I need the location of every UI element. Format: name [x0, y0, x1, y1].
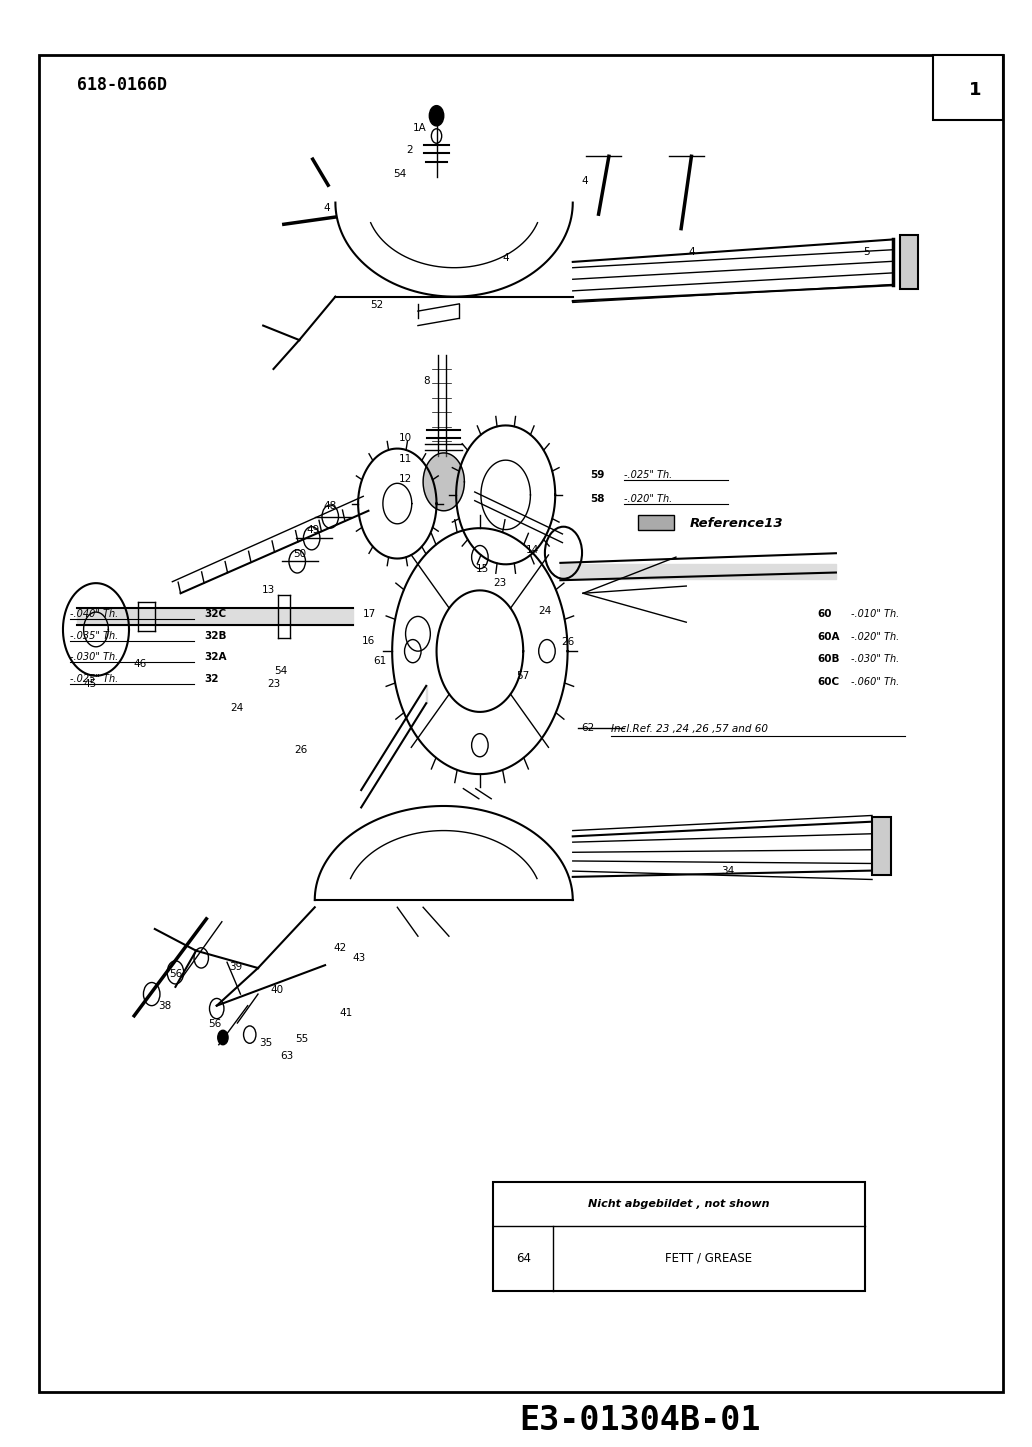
Text: 32B: 32B — [204, 631, 227, 641]
Text: -.020" Th.: -.020" Th. — [624, 495, 673, 504]
Text: 1: 1 — [969, 81, 981, 98]
Text: 56: 56 — [169, 969, 182, 978]
Text: 5: 5 — [864, 247, 870, 256]
Text: 4: 4 — [503, 253, 509, 262]
Bar — [872, 818, 891, 875]
Text: 16: 16 — [362, 637, 375, 645]
Text: 26: 26 — [561, 638, 574, 647]
Text: 48: 48 — [324, 502, 336, 511]
Text: 60: 60 — [817, 609, 832, 619]
Text: 8: 8 — [423, 376, 429, 385]
Text: 60A: 60A — [817, 632, 840, 641]
Text: 618-0166D: 618-0166D — [77, 75, 167, 94]
Bar — [900, 234, 918, 289]
Text: 32A: 32A — [204, 653, 227, 661]
Bar — [933, 55, 1003, 120]
Text: 55: 55 — [295, 1035, 308, 1043]
Bar — [638, 515, 674, 530]
Text: -.030" Th.: -.030" Th. — [851, 654, 900, 664]
Text: 49: 49 — [307, 525, 319, 534]
Text: 58: 58 — [590, 495, 605, 504]
Text: -.025" Th.: -.025" Th. — [70, 674, 119, 683]
Text: -.030" Th.: -.030" Th. — [70, 653, 119, 661]
Text: 56: 56 — [208, 1020, 221, 1029]
Text: 42: 42 — [334, 943, 347, 952]
Text: 23: 23 — [493, 579, 506, 587]
Text: 64: 64 — [516, 1252, 530, 1265]
Text: 34: 34 — [721, 867, 734, 875]
Text: 4: 4 — [688, 247, 695, 256]
Text: 52: 52 — [370, 301, 383, 310]
Text: FETT / GREASE: FETT / GREASE — [666, 1252, 752, 1265]
Text: 24: 24 — [231, 703, 244, 712]
Bar — [493, 1182, 865, 1291]
Text: 10: 10 — [399, 434, 412, 443]
Text: 2: 2 — [407, 146, 413, 155]
Text: 26: 26 — [295, 745, 308, 754]
Text: 38: 38 — [159, 1001, 171, 1010]
Text: 14: 14 — [526, 546, 539, 554]
Text: 39: 39 — [229, 962, 241, 971]
Text: E3-01304B-01: E3-01304B-01 — [519, 1405, 761, 1437]
Circle shape — [429, 106, 444, 126]
Text: 54: 54 — [393, 169, 406, 178]
Text: Reference13: Reference13 — [689, 518, 783, 530]
Text: 60C: 60C — [817, 677, 839, 686]
Text: 24: 24 — [539, 606, 551, 615]
Text: -.025" Th.: -.025" Th. — [624, 470, 673, 479]
Text: 17: 17 — [363, 609, 376, 618]
Text: 40: 40 — [270, 985, 283, 994]
Text: -.010" Th.: -.010" Th. — [851, 609, 900, 619]
Text: -.035" Th.: -.035" Th. — [70, 631, 119, 641]
Text: 50: 50 — [293, 550, 305, 559]
Text: 46: 46 — [134, 660, 147, 669]
Circle shape — [218, 1030, 228, 1045]
Text: 4: 4 — [324, 204, 330, 213]
Text: -.020" Th.: -.020" Th. — [851, 632, 900, 641]
Text: Incl.Ref. 23 ,24 ,26 ,57 and 60: Incl.Ref. 23 ,24 ,26 ,57 and 60 — [611, 725, 768, 734]
Text: 61: 61 — [374, 657, 386, 666]
Text: 62: 62 — [582, 724, 594, 732]
Text: 12: 12 — [399, 475, 412, 483]
Text: -.040" Th.: -.040" Th. — [70, 609, 119, 619]
Text: 41: 41 — [340, 1009, 352, 1017]
Text: 15: 15 — [476, 564, 488, 573]
Text: 35: 35 — [260, 1039, 272, 1048]
Text: 32C: 32C — [204, 609, 226, 619]
Text: 13: 13 — [262, 586, 275, 595]
Text: 11: 11 — [399, 454, 412, 463]
Text: 32: 32 — [204, 674, 219, 683]
Text: 43: 43 — [353, 954, 365, 962]
Polygon shape — [423, 453, 464, 511]
Text: 23: 23 — [267, 680, 280, 689]
Text: -.060" Th.: -.060" Th. — [851, 677, 900, 686]
Text: Nicht abgebildet , not shown: Nicht abgebildet , not shown — [588, 1200, 770, 1208]
Text: 1A: 1A — [413, 123, 427, 133]
Text: 63: 63 — [281, 1052, 293, 1061]
Text: 4: 4 — [582, 177, 588, 185]
Text: 57: 57 — [517, 671, 529, 680]
Text: 54: 54 — [275, 667, 287, 676]
Text: 60B: 60B — [817, 654, 840, 664]
Text: 59: 59 — [590, 470, 605, 479]
Text: 45: 45 — [84, 680, 96, 689]
